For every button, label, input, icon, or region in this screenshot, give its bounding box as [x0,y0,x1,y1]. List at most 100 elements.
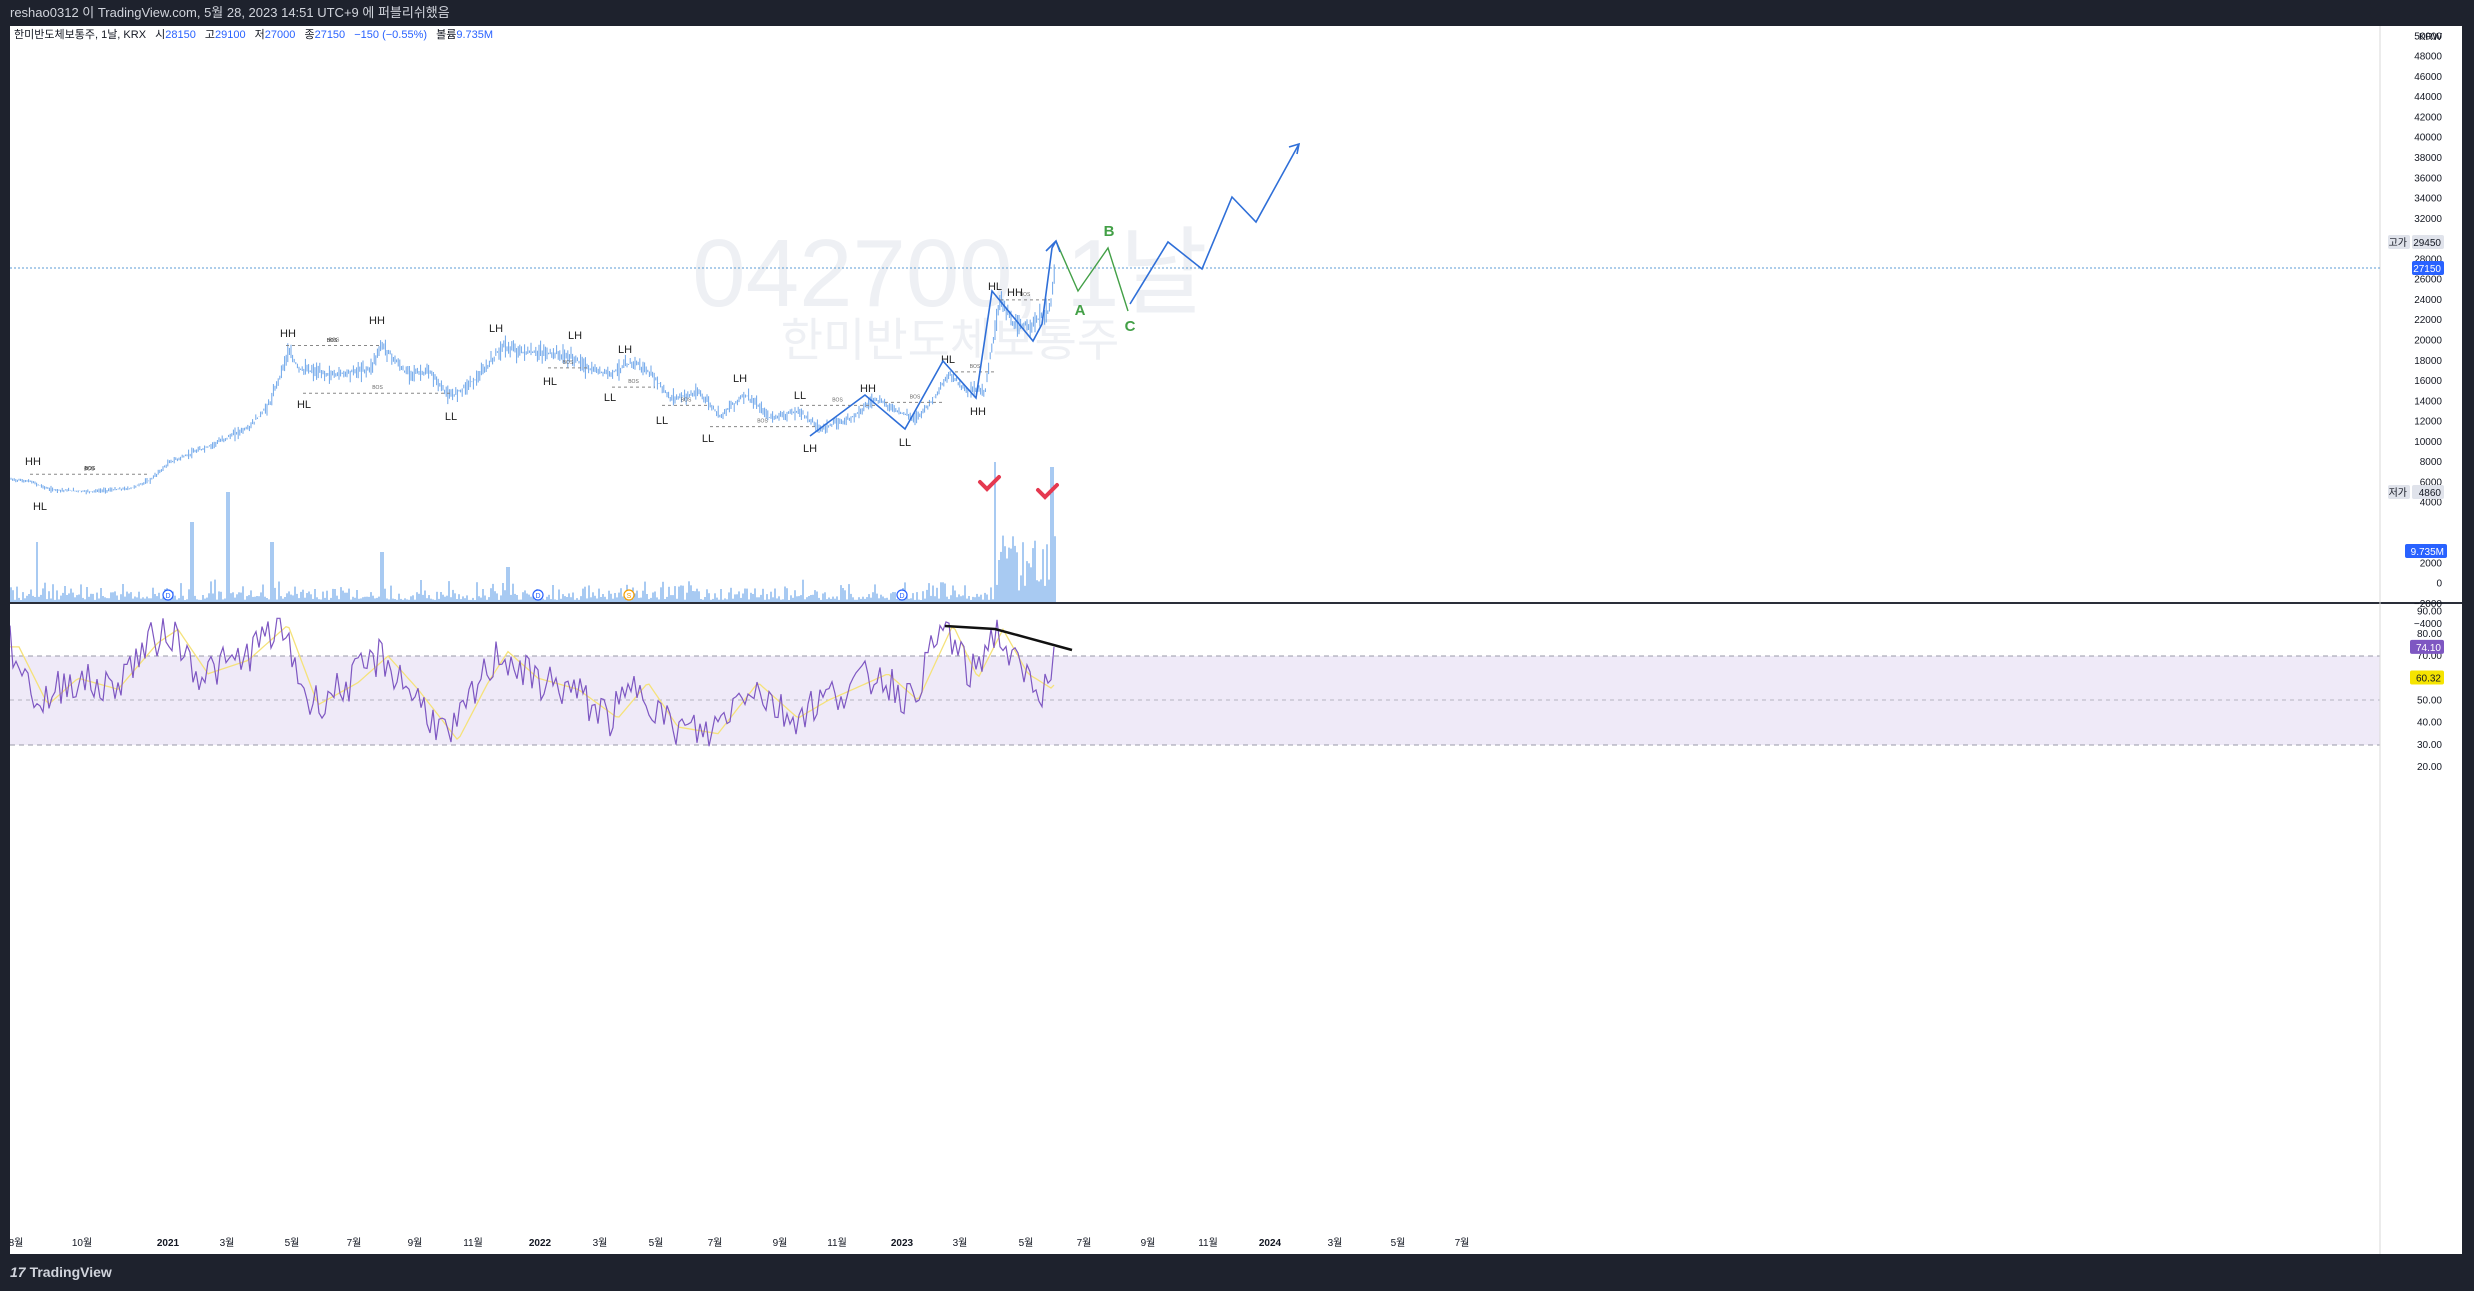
last-price-tag: 27150 [2413,264,2441,275]
price-tick: 48000 [2414,52,2442,63]
structure-label: HL [33,501,47,513]
time-tick: 5월 [285,1237,300,1249]
time-tick: 5월 [1391,1237,1406,1249]
high-tag-value: 29450 [2413,238,2441,249]
structure-label: LL [604,392,616,404]
bos-lines: BOS BOS BOS BOS BOS BOS BOS BOS BOS BOS BOS [30,292,1050,475]
structure-label: LH [733,373,747,385]
time-tick: 7월 [347,1237,362,1249]
check-mark [978,475,1001,492]
price-tick: 10000 [2414,437,2442,448]
time-tick: 2021 [157,1238,180,1249]
tradingview-logo-icon[interactable]: 17 TradingView [10,1264,112,1280]
structure-label: LL [445,411,457,423]
price-tick: 40000 [2414,133,2442,144]
legend-low-label: 저 [255,28,265,41]
structure-label: LH [489,323,503,335]
price-tick: −2000 [2414,599,2443,610]
time-tick: 11월 [827,1237,847,1249]
price-tick: 32000 [2414,214,2442,225]
high-tag-value-bg [2412,235,2444,249]
structure-label: HH [860,383,876,395]
price-tick: 14000 [2414,396,2442,407]
price-bars [10,264,1055,495]
bos-label: BOS [832,397,843,403]
watermark-ticker: 042700, 1날 [692,220,1207,327]
structure-zigzag [809,240,1057,437]
price-tick: 34000 [2414,194,2442,205]
rsi-tick: 30.00 [2417,740,2442,751]
arrow-head [1288,142,1301,155]
structure-label: HL [543,376,557,388]
time-tick: 3월 [220,1237,235,1249]
wave-label: C [1125,318,1136,335]
chart-frame[interactable]: 042700, 1날 한미반도체보통주 BOS BOS BOS BOS BOS BOS BO… [9,26,2462,1254]
time-tick: 2024 [1259,1238,1282,1249]
rsi-ma-tag: 60.32 [2416,673,2441,684]
time-tick: 7월 [1077,1237,1092,1249]
legend-change: −150 (−0.55%) [354,29,427,41]
structure-label: LH [568,330,582,342]
projection-path [1129,143,1300,305]
rsi-ma-tag-bg [2410,670,2444,685]
event-marker [896,589,908,601]
volume-bars [10,462,1056,602]
price-tick: −4000 [2414,619,2443,630]
event-marker [532,589,544,601]
structure-label: HL [988,281,1002,293]
bos-label: BOS [329,338,340,344]
event-marker-label: D [535,593,540,600]
bos-label: BOS [84,466,95,472]
low-tag-value-bg [2412,485,2444,499]
legend-open: 28150 [165,29,196,41]
structure-label: LL [899,437,911,449]
legend-high: 29100 [215,29,246,41]
rsi-tick: 20.00 [2417,762,2442,773]
structure-label: LL [656,415,668,427]
rsi-tick: 90.00 [2417,607,2442,618]
structure-label: HL [297,399,311,411]
event-marker-label: S [627,593,632,600]
legend-low: 27000 [265,29,296,41]
volume-tag: 9.735M [2411,547,2444,558]
chart-canvas[interactable]: 042700, 1날 한미반도체보통주 BOS BOS BOS BOS BOS BOS BO… [9,26,2462,1254]
price-tick: 22000 [2414,315,2442,326]
footer-bar: 17 TradingView [0,1254,2474,1291]
price-tick: 50000 [2414,31,2442,42]
wave-label: B [1104,223,1115,240]
bos-label: BOS [910,394,921,400]
price-axis[interactable]: KRW5000048000460004400042000400003800036… [2388,31,2447,630]
high-tag-label: 고가 [2389,237,2407,249]
structure-label: HH [369,315,385,327]
bos-label: BOS [757,419,768,425]
rsi-line [9,617,1055,747]
bos-label: BOS [1020,292,1031,298]
legend-volume-label: 볼륨 [436,28,456,41]
structure-label: BOS [327,338,338,344]
bos-label: BOS [681,397,692,403]
structure-label: LH [618,344,632,356]
time-tick: 3월 [1328,1237,1343,1249]
structure-label: BOS [85,466,96,472]
time-tick: 9월 [773,1237,788,1249]
footer-brand: TradingView [29,1264,112,1280]
price-tick: 24000 [2414,295,2442,306]
watermark-name: 한미반도체보통주 [781,314,1120,366]
publish-bar: reshao0312 이 TradingView.com, 5월 28, 202… [0,0,2474,26]
event-marker [623,589,635,601]
price-tick: 36000 [2414,173,2442,184]
time-axis[interactable]: 8월 10월 2021 3월 5월 7월 9월 11월 2022 3월 5월 7월 9월 11월 2023 3… [9,1237,1470,1249]
time-tick: 11월 [463,1237,483,1249]
price-tick: 18000 [2414,356,2442,367]
rsi-tick: 40.00 [2417,718,2442,729]
legend-close: 27150 [315,29,346,41]
currency-label: KRW [2419,32,2443,43]
time-tick: 3월 [953,1237,968,1249]
legend-symbol[interactable]: 한미반도체보통주, 1날, KRX [14,28,147,41]
time-tick: 7월 [1455,1237,1470,1249]
rsi-pane [9,617,1073,747]
price-tick: 38000 [2414,153,2442,164]
rsi-axis[interactable]: 90.0080.0070.0060.0050.0040.0030.0020.00… [2410,607,2444,773]
price-tick: 4000 [2420,498,2443,509]
projection-lines: A B C [809,142,1301,500]
